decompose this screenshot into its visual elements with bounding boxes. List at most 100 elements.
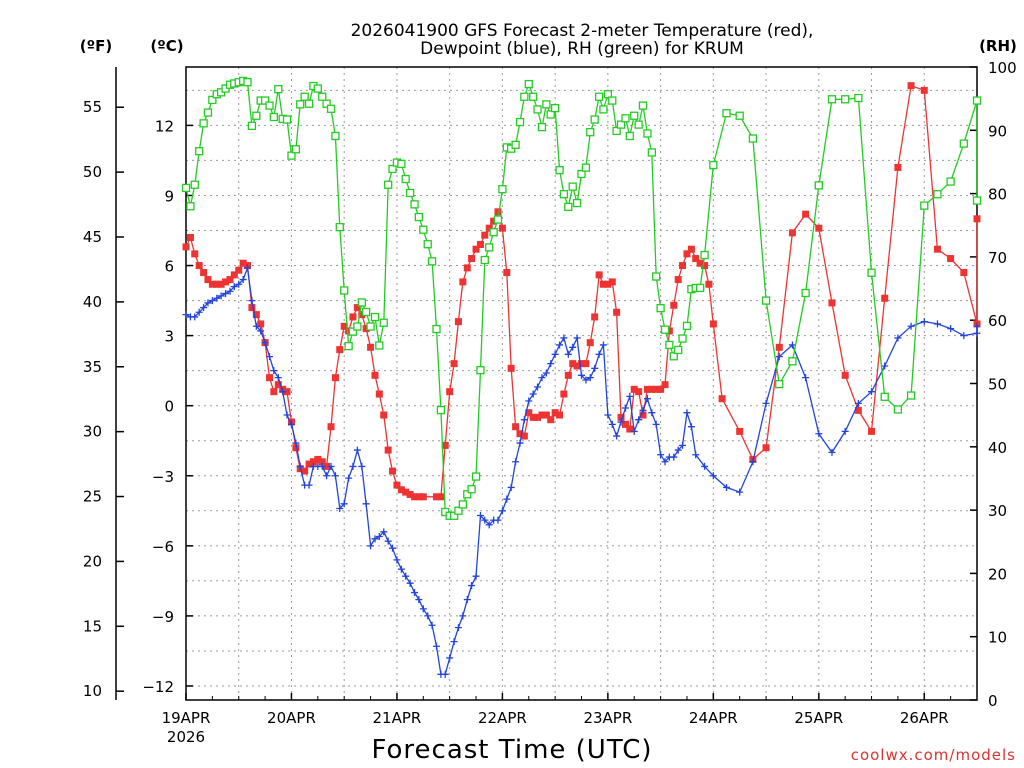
- dewpoint-point: [450, 638, 458, 646]
- temperature-point: [556, 411, 564, 419]
- temperature-point: [920, 86, 928, 94]
- dewpoint-point: [261, 339, 269, 347]
- dewpoint-point: [586, 374, 594, 382]
- rh-point: [340, 286, 349, 295]
- temperature-point: [323, 462, 331, 470]
- temperature-point: [446, 388, 454, 396]
- chart-title-line-1: 2026041900 GFS Forecast 2-meter Temperat…: [351, 21, 814, 41]
- temperature-point: [494, 208, 502, 216]
- temperature-point: [305, 460, 313, 468]
- temperature-point: [775, 343, 783, 351]
- dewpoint-point: [252, 322, 260, 330]
- fahrenheit-tick-label: 35: [83, 358, 102, 376]
- temperature-point: [736, 427, 744, 435]
- dewpoint-point: [432, 642, 440, 650]
- rh-point: [652, 272, 661, 281]
- rh-point: [304, 99, 314, 108]
- temperature-point: [551, 409, 559, 417]
- dewpoint-point: [459, 612, 467, 620]
- dewpoint-point: [239, 276, 247, 284]
- rh-point: [480, 255, 489, 265]
- rh-point: [722, 109, 731, 118]
- temperature-point: [679, 262, 687, 270]
- dewpoint-point: [222, 290, 230, 298]
- rh-point: [322, 99, 331, 108]
- dewpoint-point: [815, 430, 823, 438]
- temperature-point: [301, 467, 309, 475]
- dewpoint-point: [248, 297, 256, 305]
- grid-lines: [186, 67, 977, 700]
- dewpoint-point: [428, 621, 436, 629]
- rh-point: [208, 95, 217, 105]
- temperature-point: [828, 299, 836, 307]
- dewpoint-point: [894, 334, 902, 342]
- temperature-point: [560, 390, 568, 398]
- temperature-point: [481, 231, 489, 239]
- temperature-point: [217, 280, 225, 288]
- dewpoint-point: [498, 507, 506, 515]
- rh-point: [375, 341, 384, 350]
- temperature-point: [252, 311, 260, 319]
- temperature-point: [635, 388, 643, 396]
- dewpoint-point: [595, 350, 603, 358]
- dewpoint-point: [973, 329, 981, 337]
- dewpoint-point: [485, 521, 493, 529]
- temperature-point: [547, 416, 555, 424]
- temperature-point: [661, 381, 669, 389]
- dewpoint-point: [375, 532, 383, 540]
- rh-series: [181, 76, 982, 520]
- celsius-tick-label: −3: [152, 468, 174, 486]
- rh-tick-label: 100: [988, 59, 1017, 77]
- dewpoint-point: [349, 462, 357, 470]
- temperature-point: [468, 255, 476, 263]
- rh-point: [933, 190, 942, 199]
- temperature-point: [402, 488, 410, 496]
- rh-point: [572, 198, 582, 208]
- dewpoint-point: [529, 390, 537, 398]
- temperature-point: [564, 371, 572, 379]
- temperature-point: [314, 455, 322, 463]
- temperature-point: [437, 493, 445, 501]
- dewpoint-point: [468, 582, 476, 590]
- temperature-point: [973, 215, 981, 223]
- rh-point: [384, 180, 393, 189]
- dewpoint-point: [701, 462, 709, 470]
- temperature-point: [802, 210, 810, 218]
- temperature-point: [525, 409, 533, 417]
- rh-point: [335, 222, 344, 232]
- fahrenheit-tick-label: 20: [83, 552, 102, 570]
- rh-point: [643, 129, 652, 138]
- dewpoint-point: [556, 341, 564, 349]
- dewpoint-point: [213, 294, 221, 302]
- rh-point: [511, 140, 520, 150]
- rh-point: [388, 164, 397, 174]
- dewpoint-point: [182, 311, 190, 319]
- dewpoint-point: [534, 383, 542, 391]
- rh-point: [401, 174, 410, 184]
- rh-point: [318, 92, 327, 101]
- rh-point: [920, 201, 929, 210]
- dewpoint-point: [551, 350, 559, 358]
- temperature-point: [854, 406, 862, 414]
- rh-point: [353, 322, 362, 331]
- dewpoint-point: [648, 409, 656, 417]
- dewpoint-point: [643, 395, 651, 403]
- rh-point: [946, 177, 955, 186]
- temperature-point: [358, 311, 366, 319]
- rh-tick-label: 0: [988, 692, 998, 710]
- celsius-tick-label: 0: [164, 398, 174, 416]
- rh-point: [546, 110, 555, 119]
- rh-point: [682, 321, 692, 331]
- x-axis-label: Forecast Time (UTC): [371, 735, 652, 765]
- rh-point: [775, 379, 784, 389]
- temperature-point: [520, 432, 528, 440]
- rh-point: [436, 405, 446, 415]
- temperature-series: [182, 82, 981, 501]
- dewpoint-point: [604, 411, 612, 419]
- temperature-point: [683, 250, 691, 258]
- dewpoint-point: [270, 367, 278, 375]
- rh-point: [827, 95, 837, 104]
- rh-point: [331, 131, 340, 141]
- rh-point: [972, 96, 982, 105]
